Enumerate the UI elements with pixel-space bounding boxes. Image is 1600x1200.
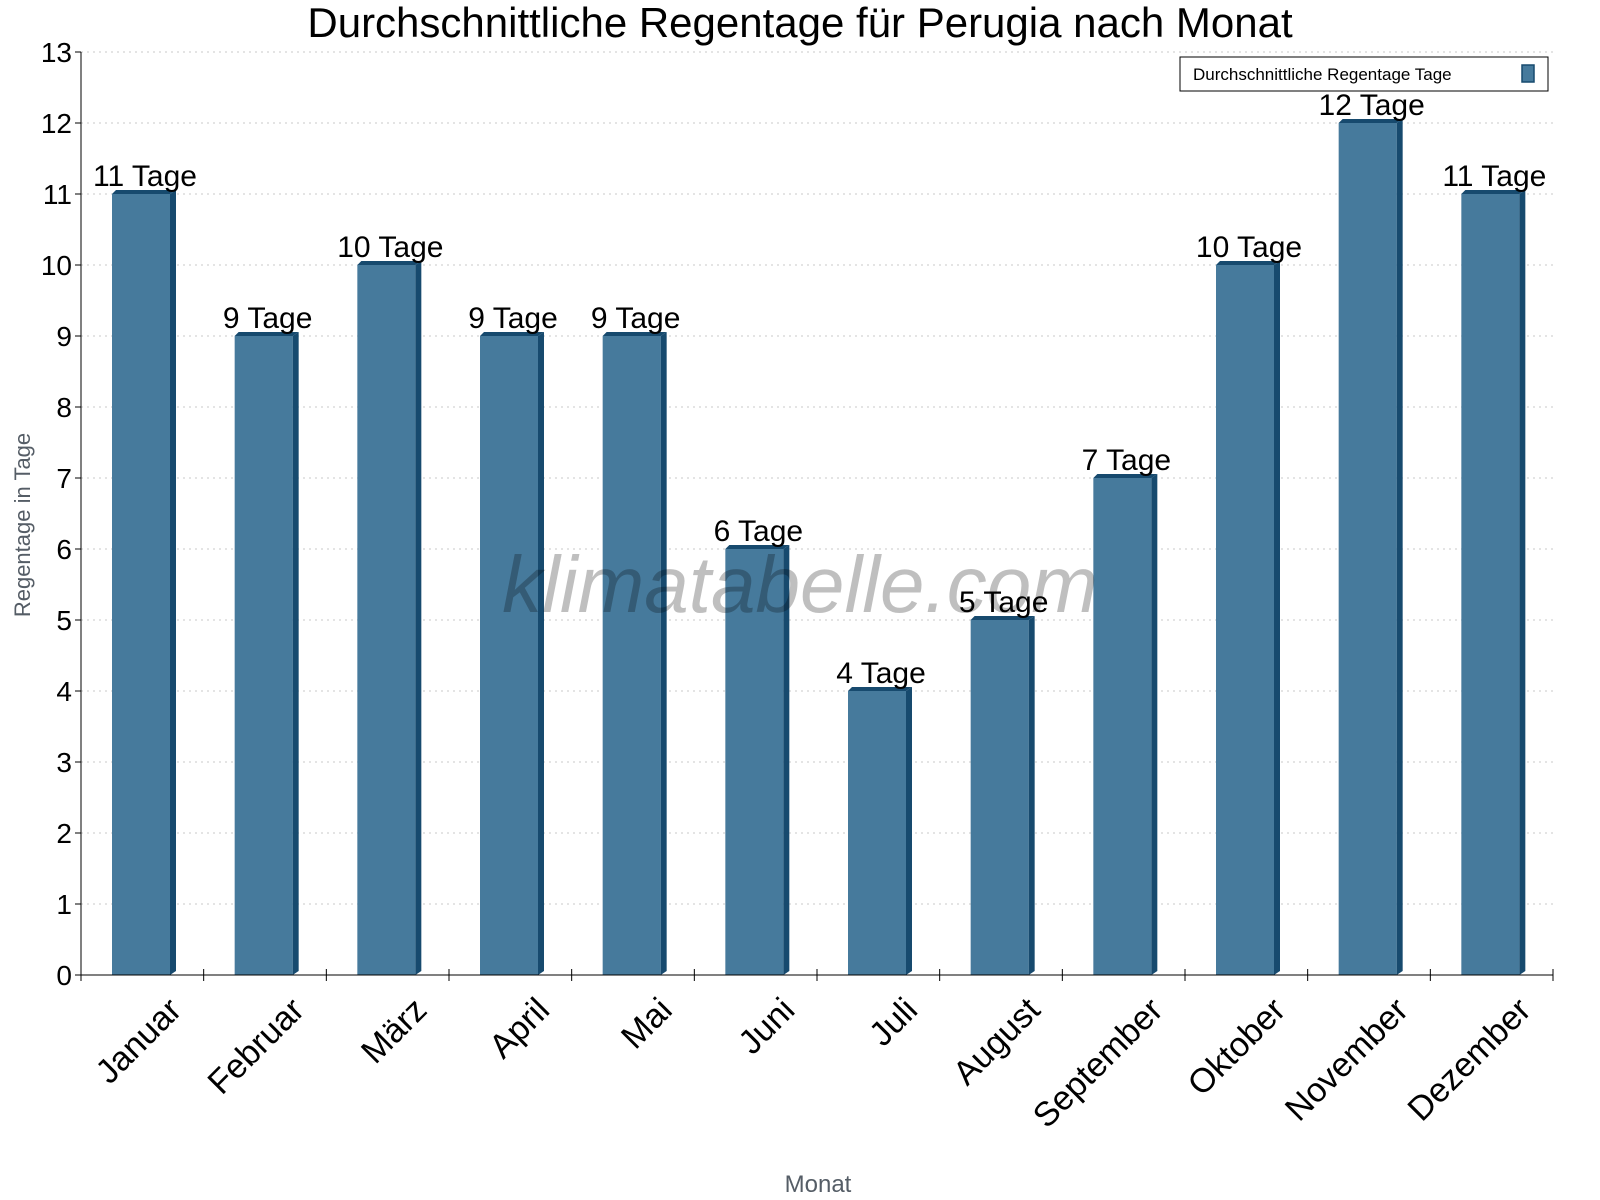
bar-top — [848, 687, 912, 691]
x-tick-label: Januar — [89, 991, 189, 1091]
bar-top — [1216, 261, 1280, 265]
y-tick-label: 13 — [41, 37, 72, 68]
legend: Durchschnittliche Regentage Tage — [1179, 56, 1549, 92]
bar — [970, 620, 1029, 975]
bar-november — [1338, 119, 1403, 975]
y-tick-label: 5 — [56, 605, 72, 636]
bar-top — [480, 332, 544, 336]
bar-side — [1028, 616, 1035, 975]
data-label: 5 Tage — [959, 586, 1049, 619]
data-label: 9 Tage — [468, 302, 558, 335]
y-tick-label: 3 — [56, 747, 72, 778]
bar-top — [970, 616, 1035, 620]
bar-side — [170, 190, 176, 975]
bar-top — [112, 190, 176, 194]
bar — [1216, 265, 1274, 975]
bar-side — [292, 332, 299, 975]
bar-juni — [725, 545, 790, 975]
bar — [725, 549, 784, 975]
legend-swatch — [1521, 64, 1535, 83]
bar-side — [906, 687, 912, 975]
legend-box — [1179, 56, 1549, 92]
bar-side — [660, 332, 667, 975]
grid-lines — [81, 51, 1553, 905]
bar-top — [357, 261, 422, 265]
bar-top — [1461, 190, 1526, 194]
bar — [1338, 123, 1397, 975]
bar — [1461, 194, 1520, 975]
bar-januar — [112, 190, 176, 975]
bar-side — [783, 545, 790, 975]
bar-top — [602, 332, 667, 336]
bar-september — [1093, 474, 1158, 975]
y-tick-label: 8 — [56, 392, 72, 423]
x-tick-label: Dezember — [1401, 991, 1539, 1129]
bar-mai — [602, 332, 667, 975]
y-tick-label: 7 — [56, 463, 72, 494]
y-tick-label: 4 — [56, 676, 72, 707]
bar-top — [725, 545, 790, 549]
x-tick-label: März — [354, 991, 434, 1071]
y-tick-label: 2 — [56, 818, 72, 849]
x-tick-label: Juli — [862, 991, 925, 1054]
data-label: 7 Tage — [1082, 444, 1172, 477]
y-tick-label: 6 — [56, 534, 72, 565]
bar-side — [1519, 190, 1526, 975]
y-tick-label: 0 — [56, 960, 72, 991]
bar-top — [1338, 119, 1403, 123]
bar — [357, 265, 416, 975]
bar-märz — [357, 261, 422, 975]
bar-juli — [848, 687, 912, 975]
data-label: 9 Tage — [591, 302, 681, 335]
x-tick-label: September — [1026, 991, 1170, 1135]
bar — [1093, 478, 1152, 975]
y-tick-label: 10 — [41, 250, 72, 281]
x-tick-label: Mai — [614, 991, 680, 1057]
bar-side — [1151, 474, 1158, 975]
bar-side — [1396, 119, 1403, 975]
bar-februar — [234, 332, 299, 975]
legend-label: Durchschnittliche Regentage Tage — [1193, 65, 1452, 84]
data-label: 9 Tage — [223, 302, 313, 335]
x-tick-label: Oktober — [1181, 991, 1293, 1103]
bar-april — [480, 332, 544, 975]
x-tick-label: November — [1278, 991, 1416, 1129]
x-tick-label: April — [482, 991, 557, 1066]
bar — [480, 336, 538, 975]
data-label: 4 Tage — [836, 657, 926, 690]
y-tick-label: 12 — [41, 108, 72, 139]
chart-title: Durchschnittliche Regentage für Perugia … — [307, 0, 1293, 46]
data-label: 12 Tage — [1319, 89, 1425, 122]
bar — [234, 336, 293, 975]
data-label: 6 Tage — [714, 515, 804, 548]
data-label: 11 Tage — [93, 160, 197, 193]
x-tick-label: Juni — [731, 991, 802, 1062]
data-label: 10 Tage — [1196, 231, 1302, 264]
bar — [112, 194, 170, 975]
bar-oktober — [1216, 261, 1280, 975]
bar-august — [970, 616, 1035, 975]
watermark: klimatabelle.com — [502, 540, 1098, 629]
y-tick-label: 9 — [56, 321, 72, 352]
x-tick-label: August — [946, 990, 1048, 1092]
bars: 11 Tage 9 Tage 10 Tage 9 Tage 9 Tage 6 Tage 4 … — [93, 89, 1546, 975]
bar-top — [234, 332, 299, 336]
x-tick-label: Februar — [201, 991, 312, 1102]
bar-side — [1274, 261, 1280, 975]
bar-top — [1093, 474, 1158, 478]
bar-side — [538, 332, 544, 975]
x-axis-label: Monat — [785, 1171, 852, 1198]
bar-dezember — [1461, 190, 1526, 975]
data-label: 10 Tage — [337, 231, 443, 264]
y-axis-label: Regentage in Tage — [10, 433, 35, 617]
bar — [602, 336, 661, 975]
bar-side — [415, 261, 422, 975]
y-tick-label: 11 — [43, 179, 72, 210]
y-tick-label: 1 — [56, 889, 72, 920]
bar — [848, 691, 906, 975]
data-label: 11 Tage — [1442, 160, 1546, 193]
